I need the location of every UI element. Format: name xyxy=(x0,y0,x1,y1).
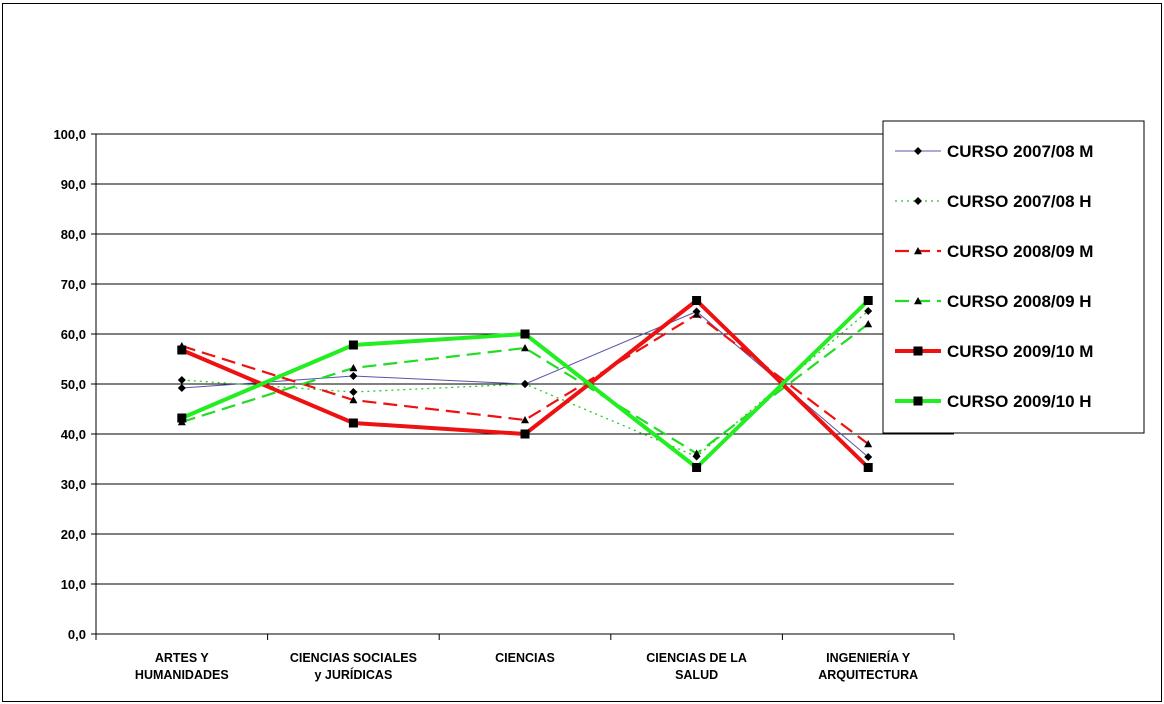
x-tick-label: INGENIERÍA Y ARQUITECTURA xyxy=(818,650,918,682)
y-tick-label: 70,0 xyxy=(61,277,86,292)
data-point xyxy=(913,396,923,406)
legend-item: CURSO 2009/10 M xyxy=(895,342,1093,361)
x-tick-label: CIENCIAS SOCIALES y JURÍDICAS xyxy=(290,651,417,682)
legend-box xyxy=(882,120,1145,434)
series-lines xyxy=(177,296,873,472)
data-point xyxy=(349,396,358,404)
data-point xyxy=(520,429,530,439)
series-6 xyxy=(177,296,873,472)
data-point xyxy=(520,329,530,339)
x-axis-tick-labels: ARTES Y HUMANIDADES CIENCIAS SOCIALES y JUR… xyxy=(135,650,918,682)
x-tick-label: ARTES Y HUMANIDADES xyxy=(135,651,229,682)
y-tick-label: 100,0 xyxy=(53,127,86,142)
data-point xyxy=(692,296,702,305)
y-tick-label: 30,0 xyxy=(61,477,86,492)
y-axis-tick-labels: 0,0 10,0 20,0 30,0 40,0 50,0 60,0 70,0 80,0 90,0 1… xyxy=(53,127,86,642)
x-tick-label: CIENCIAS DE LA SALUD xyxy=(646,651,747,682)
legend-item: CURSO 2007/08 M xyxy=(895,142,1093,161)
x-tick-label: CIENCIAS xyxy=(495,651,555,665)
legend-item: CURSO 2007/08 H xyxy=(895,192,1092,211)
data-point xyxy=(521,380,529,388)
data-point xyxy=(914,247,922,255)
data-point xyxy=(177,413,187,423)
data-point xyxy=(914,147,922,155)
legend-label: CURSO 2008/09 M xyxy=(947,242,1093,261)
y-tick-label: 10,0 xyxy=(61,577,86,592)
data-point xyxy=(348,418,358,428)
legend-item: CURSO 2008/09 H xyxy=(895,292,1092,311)
data-point xyxy=(349,364,358,372)
legend-item: CURSO 2008/09 M xyxy=(895,242,1093,261)
legend-label: CURSO 2008/09 H xyxy=(947,292,1092,311)
data-point xyxy=(521,416,529,424)
data-point xyxy=(349,372,358,380)
axes xyxy=(91,133,955,640)
y-tick-label: 20,0 xyxy=(61,527,86,542)
data-point xyxy=(348,340,358,350)
legend-label: CURSO 2007/08 H xyxy=(947,192,1092,211)
legend-item: CURSO 2009/10 H xyxy=(895,392,1092,411)
y-tick-label: 90,0 xyxy=(61,177,86,192)
legend-label: CURSO 2009/10 M xyxy=(947,342,1093,361)
data-point xyxy=(913,346,923,356)
y-tick-label: 40,0 xyxy=(61,427,86,442)
data-point xyxy=(692,449,701,457)
chart-frame xyxy=(2,3,1162,702)
legend-label: CURSO 2009/10 H xyxy=(947,392,1092,411)
data-point xyxy=(914,197,922,205)
data-point xyxy=(177,345,187,355)
y-tick-label: 60,0 xyxy=(61,327,86,342)
data-point xyxy=(692,463,702,472)
data-point xyxy=(864,307,873,315)
series-5 xyxy=(177,296,873,472)
data-point xyxy=(864,320,873,328)
data-point xyxy=(521,344,529,352)
data-point xyxy=(349,388,358,396)
data-point xyxy=(864,440,873,448)
legend-label: CURSO 2007/08 M xyxy=(947,142,1093,161)
y-tick-label: 0,0 xyxy=(68,627,86,642)
data-point xyxy=(692,310,701,318)
data-point xyxy=(864,453,873,461)
data-point xyxy=(914,297,922,305)
y-tick-label: 50,0 xyxy=(61,377,86,392)
data-point xyxy=(863,296,873,305)
data-point xyxy=(177,376,186,384)
y-tick-label: 80,0 xyxy=(61,227,86,242)
data-point xyxy=(177,384,186,392)
data-point xyxy=(863,463,873,472)
legend: CURSO 2007/08 M CURSO 2007/08 H CURSO 2008… xyxy=(882,120,1145,434)
